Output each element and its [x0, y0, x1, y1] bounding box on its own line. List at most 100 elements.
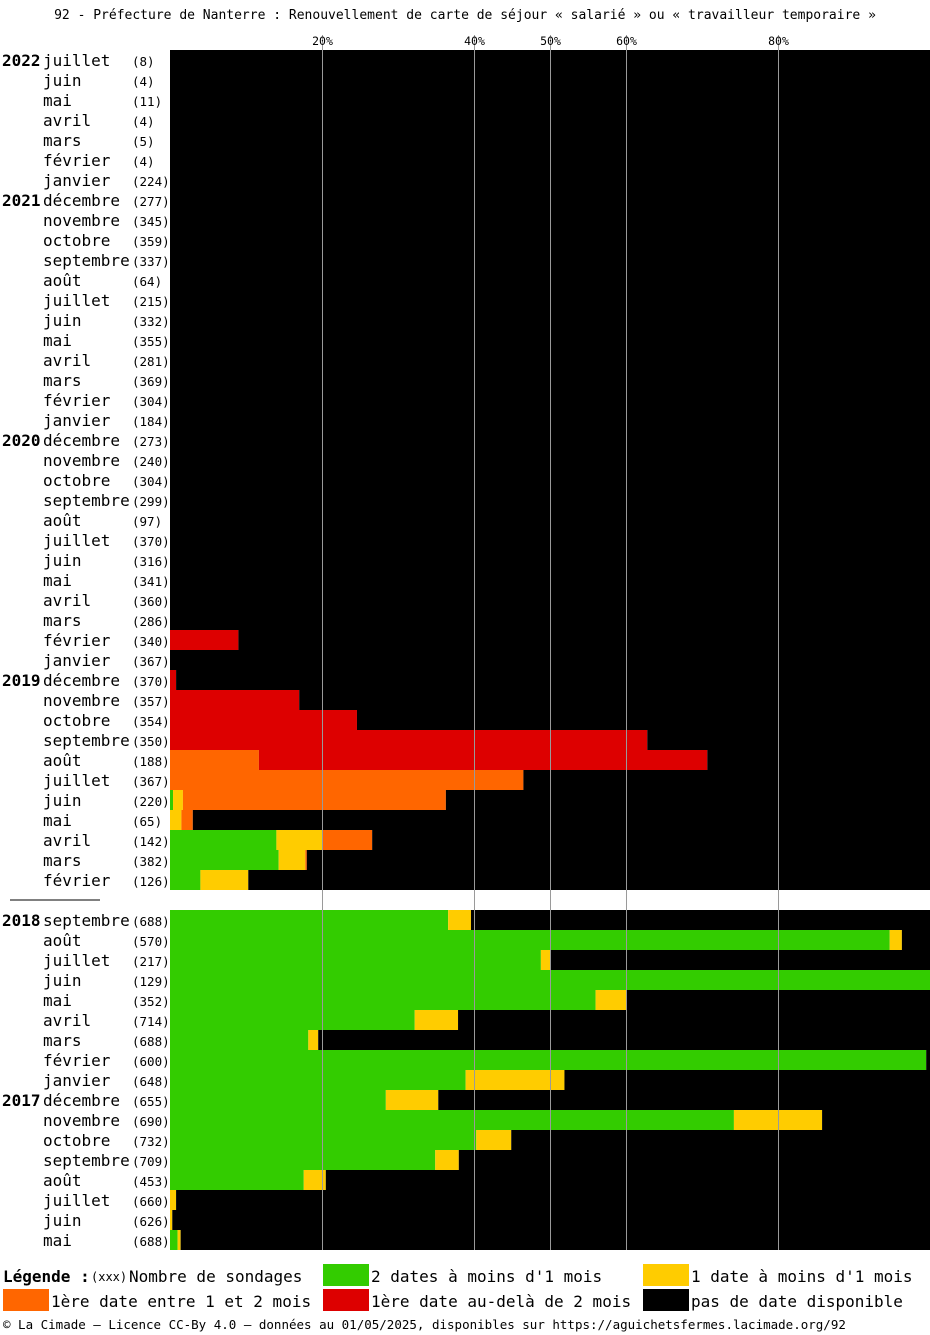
month-label: août: [43, 751, 82, 770]
year-label: 2022: [2, 51, 41, 70]
count-label: (367): [132, 774, 170, 789]
count-label: (714): [132, 1014, 170, 1029]
month-label: mars: [43, 131, 82, 150]
count-label: (370): [132, 674, 170, 689]
month-label: février: [43, 871, 111, 890]
bar-segment-green: [170, 1110, 734, 1130]
x-tick-label: 20%: [312, 34, 333, 48]
footer-credit: © La Cimade — Licence CC-By 4.0 — donnée…: [3, 1317, 846, 1332]
count-label: (350): [132, 734, 170, 749]
count-label: (4): [132, 154, 155, 169]
month-label: avril: [43, 111, 91, 130]
month-label: novembre: [43, 691, 120, 710]
month-label: juin: [43, 791, 82, 810]
month-label: septembre: [43, 911, 130, 930]
bar-segment-black: [564, 1070, 930, 1090]
count-label: (688): [132, 914, 170, 929]
month-label: juillet: [43, 291, 110, 310]
bar-segment-black: [470, 910, 930, 930]
bar-segment-green: [170, 790, 174, 810]
bar-segment-red: [170, 710, 357, 730]
bar-segment-black: [458, 1150, 930, 1170]
bar-segment-black: [707, 750, 930, 770]
month-label: septembre: [43, 1151, 130, 1170]
month-label: septembre: [43, 491, 130, 510]
month-label: octobre: [43, 711, 110, 730]
count-label: (341): [132, 574, 170, 589]
legend-label-yellow: 1 date à moins d'1 mois: [691, 1267, 913, 1286]
month-label: février: [43, 151, 111, 170]
month-label: juin: [43, 971, 82, 990]
bar-segment-orange: [305, 850, 307, 870]
count-label: (453): [132, 1174, 170, 1189]
bar-segment-black: [523, 770, 930, 790]
bar-segment-red: [170, 630, 239, 650]
month-label: octobre: [43, 231, 110, 250]
bar-segment-yellow: [540, 950, 551, 970]
bar-segment-green: [170, 870, 201, 890]
month-label: octobre: [43, 1131, 110, 1150]
count-label: (355): [132, 334, 170, 349]
month-label: décembre: [43, 1091, 120, 1110]
legend-label-orange: 1ère date entre 1 et 2 mois: [51, 1292, 312, 1311]
bar-segment-orange: [322, 830, 373, 850]
month-label: août: [43, 271, 82, 290]
bar-segment-green: [170, 1070, 466, 1090]
bar-segment-black: [238, 630, 930, 650]
count-label: (188): [132, 754, 170, 769]
count-label: (354): [132, 714, 170, 729]
count-label: (732): [132, 1134, 170, 1149]
bar-segment-orange: [181, 810, 193, 830]
bar-segment-black: [325, 1170, 930, 1190]
legend-swatch-red: [323, 1289, 369, 1311]
year-label: 2018: [2, 911, 41, 930]
count-label: (126): [132, 874, 170, 889]
month-label: juillet: [43, 51, 110, 70]
count-label: (220): [132, 794, 170, 809]
legend-swatch-black: [643, 1289, 689, 1311]
bar-segment-orange: [170, 770, 524, 790]
count-label: (4): [132, 74, 155, 89]
bar-segment-black: [458, 1010, 930, 1030]
legend-count-marker: (xxx): [91, 1270, 128, 1284]
bar-segment-yellow: [414, 1010, 459, 1030]
count-label: (709): [132, 1154, 170, 1169]
count-label: (660): [132, 1194, 170, 1209]
bar-segment-green: [170, 1130, 477, 1150]
bar-segment-green: [170, 990, 596, 1010]
count-label: (8): [132, 54, 155, 69]
count-label: (5): [132, 134, 155, 149]
bar-segment-yellow: [303, 1170, 326, 1190]
count-label: (299): [132, 494, 170, 509]
bar-segment-black: [192, 810, 930, 830]
bar-segment-green: [170, 1050, 927, 1070]
bar-segment-black: [176, 670, 930, 690]
bar-segment-yellow: [308, 1030, 319, 1050]
count-label: (357): [132, 694, 170, 709]
bar-segment-green: [170, 850, 279, 870]
bar-segment-black: [445, 790, 930, 810]
bar-segment-yellow: [170, 1210, 173, 1230]
bar-segment-yellow: [278, 850, 306, 870]
count-label: (184): [132, 414, 170, 429]
bar-segment-orange: [182, 790, 446, 810]
bar-segment-yellow: [170, 1190, 177, 1210]
bar-segment-black: [318, 1030, 930, 1050]
legend-swatch-orange: [3, 1289, 49, 1311]
bar-segment-green: [170, 830, 277, 850]
count-label: (626): [132, 1214, 170, 1229]
bar-segment-yellow: [276, 830, 322, 850]
bar-segment-black: [647, 730, 930, 750]
count-label: (286): [132, 614, 170, 629]
month-label: mai: [43, 91, 72, 110]
bar-segment-green: [170, 930, 890, 950]
legend-count-label: Nombre de sondages: [129, 1267, 303, 1286]
month-label: février: [43, 631, 111, 650]
count-label: (352): [132, 994, 170, 1009]
month-label: juillet: [43, 771, 110, 790]
bar-segment-red: [258, 750, 708, 770]
bar-segment-green: [170, 910, 449, 930]
month-label: juin: [43, 71, 82, 90]
bar-segment-black: [901, 930, 930, 950]
count-label: (11): [132, 94, 162, 109]
